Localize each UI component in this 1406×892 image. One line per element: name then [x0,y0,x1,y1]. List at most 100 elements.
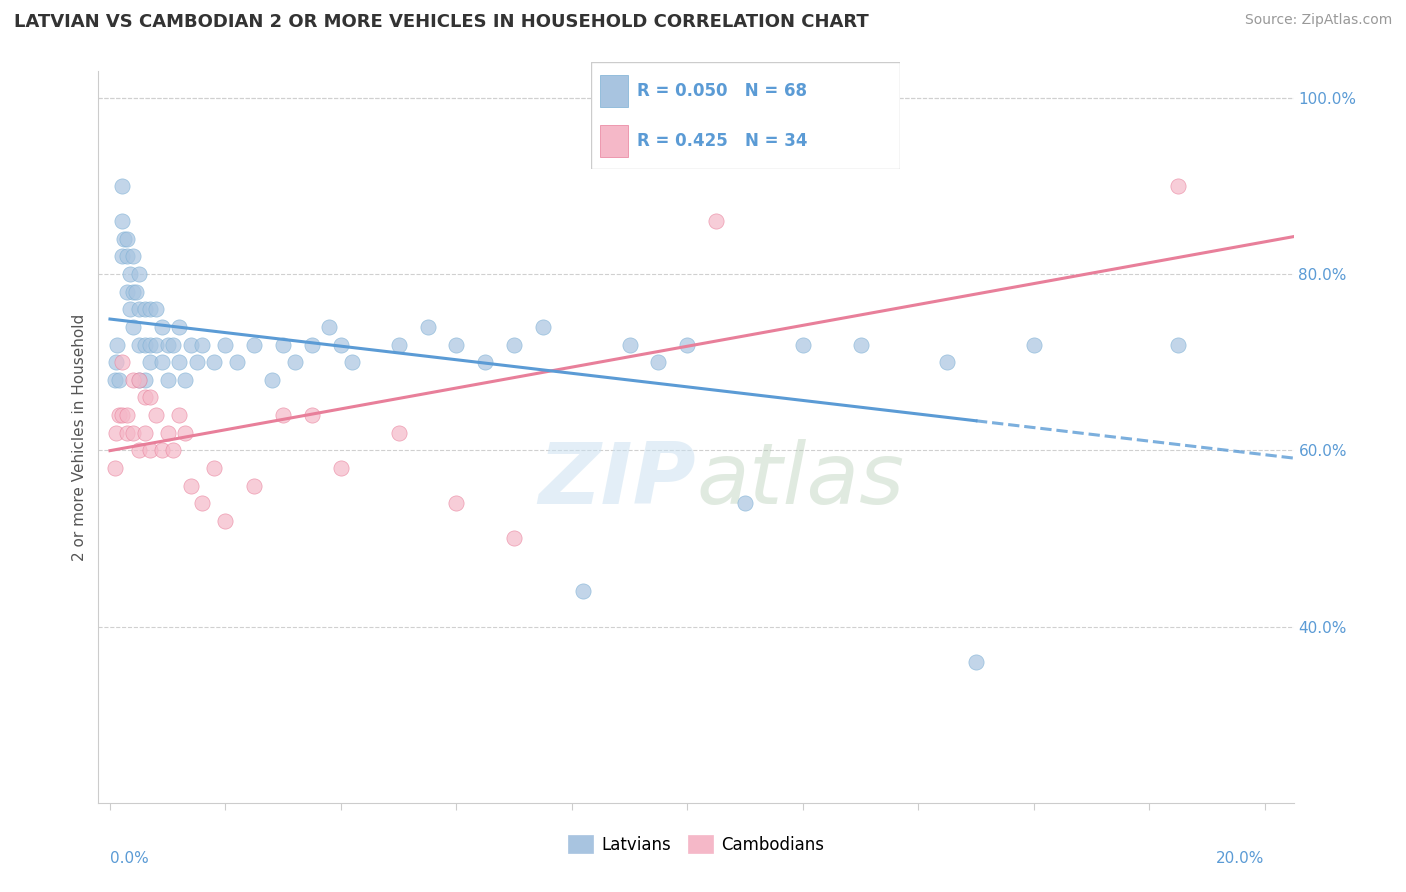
Point [134,373,156,387]
Point [156,373,179,387]
Point [128,373,150,387]
Point [117,232,139,246]
Point [503,532,526,546]
Point [301,408,323,422]
Point [145,408,167,422]
Point [271,408,294,422]
Text: R = 0.050   N = 68: R = 0.050 N = 68 [637,82,807,100]
Point [734,496,756,510]
Point [117,408,139,422]
Point [110,249,132,263]
Point [191,337,214,351]
Point [150,320,173,334]
Point [202,355,225,369]
Point [128,443,150,458]
Point [128,373,150,387]
Point [134,302,156,317]
Point [167,408,190,422]
Point [226,355,249,369]
FancyBboxPatch shape [600,75,627,107]
Point [122,285,145,299]
Point [531,320,554,334]
Text: R = 0.425   N = 34: R = 0.425 N = 34 [637,132,807,150]
Point [849,337,872,351]
Legend: Latvians, Cambodians: Latvians, Cambodians [561,829,831,860]
Point [110,178,132,193]
Point [446,496,468,510]
Y-axis label: 2 or more Vehicles in Household: 2 or more Vehicles in Household [72,313,87,561]
Point [416,320,439,334]
Point [125,285,148,299]
Point [110,408,132,422]
Point [156,337,179,351]
Point [936,355,959,369]
Point [145,302,167,317]
Point [1022,337,1045,351]
Point [202,461,225,475]
FancyBboxPatch shape [591,62,900,169]
Point [446,337,468,351]
Point [342,355,364,369]
Point [191,496,214,510]
Point [139,337,162,351]
Point [647,355,669,369]
Point [214,337,236,351]
Text: LATVIAN VS CAMBODIAN 2 OR MORE VEHICLES IN HOUSEHOLD CORRELATION CHART: LATVIAN VS CAMBODIAN 2 OR MORE VEHICLES … [14,13,869,31]
Point [112,232,135,246]
Text: 20.0%: 20.0% [1216,851,1264,866]
Point [134,391,156,405]
Point [214,514,236,528]
Point [120,302,142,317]
Point [150,443,173,458]
Point [965,655,987,669]
Point [704,214,727,228]
Point [167,355,190,369]
Point [105,337,128,351]
Point [503,337,526,351]
Point [150,355,173,369]
Point [128,267,150,281]
Point [128,302,150,317]
Point [284,355,307,369]
Point [162,337,184,351]
Point [139,443,162,458]
Point [134,337,156,351]
Point [301,337,323,351]
Point [676,337,699,351]
Text: ZIP: ZIP [538,440,696,523]
Point [474,355,496,369]
Text: atlas: atlas [696,440,904,523]
Point [329,337,352,351]
Point [792,337,814,351]
Point [619,337,641,351]
Point [122,373,145,387]
Point [107,408,129,422]
Point [388,337,411,351]
Point [103,461,125,475]
Point [572,584,595,599]
Point [260,373,283,387]
Point [243,337,266,351]
Point [139,355,162,369]
Point [139,391,162,405]
Point [117,249,139,263]
Point [167,320,190,334]
Point [120,267,142,281]
Point [180,478,202,492]
Point [110,214,132,228]
Point [1167,178,1189,193]
Point [104,425,127,440]
FancyBboxPatch shape [600,125,627,157]
Point [174,373,197,387]
Point [145,337,167,351]
Point [117,285,139,299]
Point [110,355,132,369]
Point [318,320,340,334]
Point [122,320,145,334]
Point [156,425,179,440]
Point [174,425,197,440]
Point [107,373,129,387]
Point [162,443,184,458]
Point [117,425,139,440]
Point [329,461,352,475]
